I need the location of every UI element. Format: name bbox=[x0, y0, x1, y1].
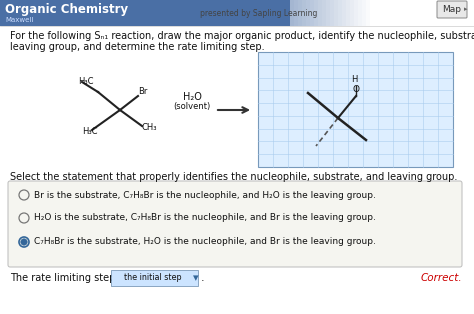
Text: The rate limiting step is: The rate limiting step is bbox=[10, 273, 127, 283]
Text: Select the statement that properly identifies the nucleophile, substrate, and le: Select the statement that properly ident… bbox=[10, 172, 457, 182]
Text: (solvent): (solvent) bbox=[173, 102, 210, 111]
Circle shape bbox=[21, 239, 27, 245]
Bar bbox=[338, 0, 342, 26]
Bar bbox=[314, 0, 318, 26]
FancyBboxPatch shape bbox=[8, 181, 462, 267]
Bar bbox=[298, 0, 302, 26]
Bar bbox=[290, 0, 294, 26]
FancyBboxPatch shape bbox=[437, 1, 467, 18]
FancyBboxPatch shape bbox=[111, 270, 198, 286]
Bar bbox=[322, 0, 326, 26]
Bar bbox=[330, 0, 334, 26]
Text: leaving group, and determine the rate limiting step.: leaving group, and determine the rate li… bbox=[10, 42, 264, 52]
Bar bbox=[358, 0, 362, 26]
Bar bbox=[350, 0, 354, 26]
Text: CH₃: CH₃ bbox=[142, 123, 157, 133]
Text: .: . bbox=[201, 273, 205, 283]
Bar bbox=[366, 0, 370, 26]
Text: ▸: ▸ bbox=[464, 7, 468, 13]
Bar bbox=[302, 0, 306, 26]
Text: presented by Sapling Learning: presented by Sapling Learning bbox=[200, 8, 318, 18]
Bar bbox=[0, 0, 290, 26]
Text: Maxwell: Maxwell bbox=[5, 17, 33, 23]
Bar bbox=[362, 0, 366, 26]
Text: O: O bbox=[353, 85, 359, 95]
Text: For the following Sₙ₁ reaction, draw the major organic product, identify the nuc: For the following Sₙ₁ reaction, draw the… bbox=[10, 31, 474, 41]
Text: Br is the substrate, C₇H₈Br is the nucleophile, and H₂O is the leaving group.: Br is the substrate, C₇H₈Br is the nucle… bbox=[34, 191, 376, 199]
Text: C₇H₈Br is the substrate, H₂O is the nucleophile, and Br is the leaving group.: C₇H₈Br is the substrate, H₂O is the nucl… bbox=[34, 237, 376, 246]
Bar bbox=[354, 0, 358, 26]
Bar bbox=[342, 0, 346, 26]
Text: H₂O is the substrate, C₇H₈Br is the nucleophile, and Br is the leaving group.: H₂O is the substrate, C₇H₈Br is the nucl… bbox=[34, 214, 376, 223]
Text: H₃C: H₃C bbox=[78, 77, 93, 85]
Text: the initial step: the initial step bbox=[124, 273, 182, 283]
Bar bbox=[318, 0, 322, 26]
Bar bbox=[294, 0, 298, 26]
Bar bbox=[310, 0, 314, 26]
Bar bbox=[326, 0, 330, 26]
Bar bbox=[258, 52, 453, 167]
Bar bbox=[334, 0, 338, 26]
Text: H: H bbox=[351, 75, 357, 84]
Text: Map: Map bbox=[443, 5, 462, 14]
Text: ▾: ▾ bbox=[193, 273, 199, 283]
Text: H₂O: H₂O bbox=[182, 92, 201, 102]
Text: Br: Br bbox=[138, 88, 147, 96]
Bar bbox=[306, 0, 310, 26]
Text: H₃C: H₃C bbox=[82, 127, 98, 137]
Text: Correct.: Correct. bbox=[420, 273, 462, 283]
Bar bbox=[346, 0, 350, 26]
Text: Organic Chemistry: Organic Chemistry bbox=[5, 3, 128, 15]
